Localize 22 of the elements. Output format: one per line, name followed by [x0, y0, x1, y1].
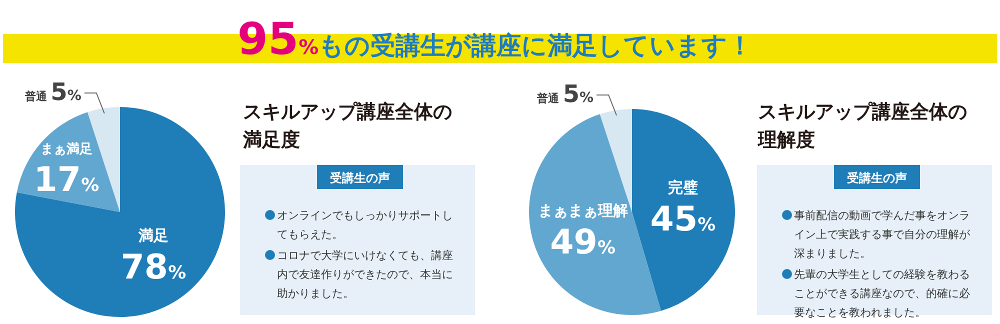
- text: スキルアップ講座全体の満足度: [242, 101, 452, 151]
- data-label: 78%: [120, 247, 186, 288]
- data-label: 5%: [50, 78, 82, 106]
- text: 先輩の大学生としての経験を教わることができる講座なので、的確に必要なことを教われました。: [794, 268, 970, 319]
- data-label: 45%: [650, 200, 716, 240]
- data-label: 5%: [562, 80, 594, 108]
- text: スキルアップ講座全体の理解度: [757, 101, 967, 151]
- data-label: 49%: [550, 222, 616, 262]
- pie-slice: [15, 107, 225, 317]
- slice-label: まぁ満足: [40, 142, 92, 157]
- text: 受講生の声: [329, 171, 390, 185]
- slice-label: 完璧: [668, 178, 698, 197]
- data-label: 17%: [34, 160, 100, 200]
- pie-slice: [632, 109, 735, 311]
- slice-label: 普通: [536, 92, 563, 105]
- text: オンラインでもしっかりサポートしてもらえた。: [277, 209, 453, 241]
- slice-label: 普通: [24, 90, 51, 103]
- text: 事前配信の動画で学んだ事をオンライン上で実践する事で自分の理解が深まりました。: [794, 209, 971, 260]
- slice-label: 満足: [137, 226, 168, 244]
- slice-label: まぁまぁ理解: [538, 201, 628, 220]
- text: コロナで大学にいけなくても、講座内で友達作りができたので、本当に助かりました。: [277, 249, 453, 300]
- text: 受講生の声: [846, 171, 907, 185]
